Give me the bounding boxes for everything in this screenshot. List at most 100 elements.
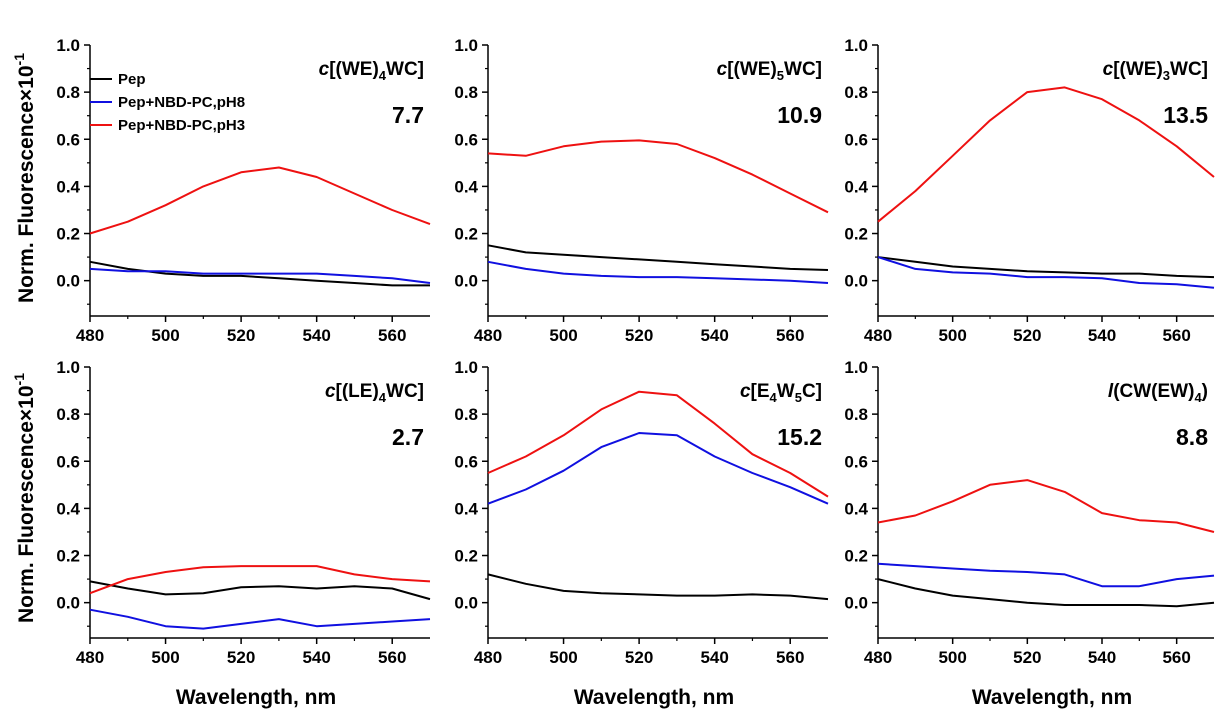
- x-tick-label: 560: [776, 648, 804, 667]
- y-tick-label: 1.0: [454, 358, 478, 377]
- panel-title-subscript: 4: [770, 390, 778, 405]
- panel-title-prefix: l: [1108, 381, 1114, 402]
- y-tick-label: 0.0: [56, 594, 80, 613]
- x-tick-label: 520: [1013, 648, 1041, 667]
- x-tick-label: 540: [700, 326, 728, 345]
- panel-title: c[(WE)3WC]: [1103, 59, 1208, 83]
- series-line-pep-nbd-pc-ph3: [89, 565, 431, 595]
- x-tick-label: 500: [549, 648, 577, 667]
- series-line-pep-nbd-pc-ph8: [877, 256, 1215, 289]
- panel-title-part: W: [777, 381, 795, 402]
- y-axis-label-row1: Norm. Fluorescence×10-1: [11, 53, 38, 303]
- x-tick-label: 500: [938, 648, 966, 667]
- y-tick-label: 0.8: [844, 83, 868, 102]
- y-tick-label: 0.4: [844, 177, 868, 196]
- x-tick-label: 480: [474, 326, 502, 345]
- legend-entry-ph3: Pep+NBD-PC,pH3: [118, 117, 245, 134]
- panel-title-prefix: c: [1103, 59, 1114, 80]
- panel-title-part: [E: [751, 381, 770, 402]
- panel-title-prefix: c: [740, 381, 751, 402]
- series-line-pep-nbd-pc-ph8: [89, 267, 431, 284]
- panel-title: c[(WE)4WC]: [319, 59, 424, 83]
- x-tick-label: 540: [302, 326, 330, 345]
- x-tick-label: 540: [1088, 648, 1116, 667]
- x-tick-label: 520: [625, 648, 653, 667]
- y-tick-label: 1.0: [56, 358, 80, 377]
- panel-title-subscript: 4: [379, 68, 387, 83]
- panel-title-part: [(LE): [336, 381, 379, 402]
- y-tick-label: 1.0: [844, 358, 868, 377]
- x-tick-label: 540: [302, 648, 330, 667]
- y-tick-label: 0.8: [56, 83, 80, 102]
- x-tick-label: 520: [227, 648, 255, 667]
- y-axis-label-exp: -1: [11, 53, 27, 66]
- y-tick-label: 0.8: [454, 405, 478, 424]
- y-tick-label: 0.0: [454, 272, 478, 291]
- x-tick-label: 500: [151, 326, 179, 345]
- y-tick-label: 0.0: [56, 272, 80, 291]
- x-tick-label: 480: [864, 326, 892, 345]
- x-tick-label: 560: [776, 326, 804, 345]
- panel-6: 0.0 0.2 0.4 0.6 0.8 1.0 480 500 520 540 560 l(CW(EW…: [844, 358, 1215, 667]
- series-line-pep-nbd-pc-ph3: [487, 139, 829, 214]
- panel-title-part: ): [1202, 381, 1208, 402]
- y-tick-label: 1.0: [56, 36, 80, 55]
- series-line-pep-nbd-pc-ph3: [487, 390, 829, 498]
- x-tick-label: 500: [938, 326, 966, 345]
- y-axis-label-mult: ×10: [15, 385, 38, 421]
- panel-4: 0.0 0.2 0.4 0.6 0.8 1.0 480 500 520 540 560 c[(LE)4…: [56, 358, 431, 667]
- y-tick-label: 0.4: [56, 499, 80, 518]
- panel-title: c[(LE)4WC]: [325, 381, 424, 405]
- x-tick-label: 560: [378, 648, 406, 667]
- x-axis-label-col3: Wavelength, nm: [972, 686, 1132, 709]
- y-tick-label: 0.6: [56, 130, 80, 149]
- y-tick-label: 0.8: [56, 405, 80, 424]
- y-tick-label: 0.0: [844, 594, 868, 613]
- x-tick-label: 480: [76, 326, 104, 345]
- series-line-pep: [487, 244, 829, 271]
- x-tick-label: 500: [549, 326, 577, 345]
- panel-value: 10.9: [777, 102, 822, 128]
- panel-title-prefix: c: [325, 381, 336, 402]
- series-line-pep-nbd-pc-ph3: [877, 86, 1215, 223]
- x-tick-label: 480: [864, 648, 892, 667]
- y-tick-label: 0.6: [454, 452, 478, 471]
- panel-title-part: [(WE): [329, 59, 379, 80]
- x-axis-label-col1: Wavelength, nm: [176, 686, 336, 709]
- y-tick-label: 0.4: [454, 499, 478, 518]
- y-tick-label: 0.2: [56, 225, 80, 244]
- panel-2: 0.0 0.2 0.4 0.6 0.8 1.0 480 500 520 540 560 c[(WE)5…: [454, 36, 829, 345]
- panel-title-part: (CW(EW): [1113, 381, 1194, 402]
- y-tick-label: 0.6: [56, 452, 80, 471]
- y-tick-label: 0.2: [56, 547, 80, 566]
- series-line-pep-nbd-pc-ph8: [89, 608, 431, 630]
- panel-title-subscript: 3: [1163, 68, 1170, 83]
- y-axis-label-mult: ×10: [15, 65, 38, 101]
- panel-title-subscript: 4: [1194, 390, 1202, 405]
- y-tick-label: 0.8: [844, 405, 868, 424]
- y-tick-label: 0.8: [454, 83, 478, 102]
- panel-title-part: [(WE): [727, 59, 777, 80]
- y-tick-label: 1.0: [844, 36, 868, 55]
- panel-value: 15.2: [777, 424, 822, 450]
- y-tick-label: 0.6: [844, 452, 868, 471]
- y-axis-label-exp: -1: [11, 373, 27, 386]
- x-tick-label: 520: [1013, 326, 1041, 345]
- x-tick-label: 520: [227, 326, 255, 345]
- x-tick-label: 480: [474, 648, 502, 667]
- panel-title-part: [(WE): [1113, 59, 1163, 80]
- x-tick-label: 520: [625, 326, 653, 345]
- series-line-pep-nbd-pc-ph3: [89, 166, 431, 235]
- y-tick-label: 1.0: [454, 36, 478, 55]
- panel-value: 13.5: [1163, 102, 1208, 128]
- panel-value: 2.7: [392, 424, 424, 450]
- series-line-pep: [89, 580, 431, 601]
- x-tick-label: 540: [1088, 326, 1116, 345]
- x-tick-label: 540: [700, 648, 728, 667]
- y-tick-label: 0.2: [844, 547, 868, 566]
- y-axis-label-row2: Norm. Fluorescence×10-1: [11, 373, 38, 623]
- series-line-pep-nbd-pc-ph8: [877, 562, 1215, 588]
- x-tick-label: 500: [151, 648, 179, 667]
- panel-title-subscript: 4: [379, 390, 387, 405]
